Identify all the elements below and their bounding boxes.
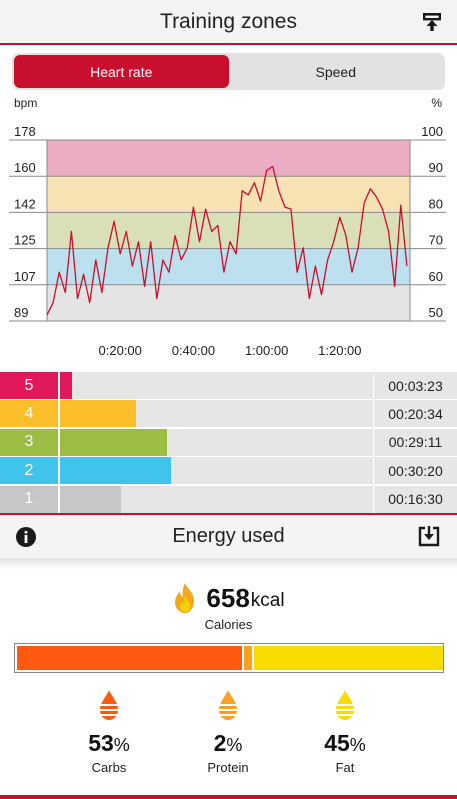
macro-bar-carbs — [17, 646, 242, 670]
fat-flame-icon — [336, 690, 354, 720]
zone-row-3: 3 00:29:11 — [0, 427, 457, 456]
macro-fat: 45% Fat — [295, 688, 395, 775]
page-title: Training zones — [160, 9, 297, 33]
y-axis-unit-left: bpm — [14, 96, 38, 110]
y-tick-label-right: 90 — [429, 160, 443, 175]
y-tick-label-right: 60 — [429, 269, 443, 284]
y-tick-label-left: 178 — [14, 124, 36, 139]
y-tick-label-right: 100 — [421, 124, 443, 139]
protein-value: 2 — [213, 730, 227, 756]
zone-bar-fill — [0, 457, 172, 485]
protein-unit: % — [226, 735, 243, 755]
zone-band-4 — [47, 176, 410, 213]
energy-title: Energy used — [172, 525, 285, 547]
upload-icon[interactable] — [421, 11, 443, 33]
calories-unit: kcal — [250, 590, 285, 611]
calories-value: 658 — [206, 582, 250, 613]
y-tick-label-right: 70 — [429, 233, 443, 248]
x-tick-label: 1:00:00 — [245, 343, 288, 358]
zone-bar-fill — [0, 400, 136, 428]
y-tick-label-right: 50 — [429, 305, 443, 320]
y-tick-label-left: 89 — [14, 305, 28, 320]
y-tick-label-left: 160 — [14, 160, 36, 175]
zone-time-list: 5 00:03:23 4 00:20:34 3 00:29:11 2 00:30:20 1 00:… — [0, 371, 457, 513]
fat-unit: % — [349, 735, 366, 755]
y-tick-label-right: 80 — [429, 196, 443, 211]
calories-summary: 658 kcal — [0, 580, 457, 616]
fat-label: Fat — [335, 760, 355, 775]
carbs-value: 53 — [88, 730, 114, 756]
zone-row-2: 2 00:30:20 — [0, 456, 457, 485]
training-zones-header: Training zones — [0, 0, 457, 45]
info-icon[interactable] — [15, 526, 37, 548]
zone-number: 3 — [0, 428, 60, 456]
y-tick-label-left: 107 — [14, 269, 36, 284]
heart-rate-chart: 178 160 142 125 107 89 100 90 80 70 60 50 0:20:00 0:4… — [9, 124, 446, 358]
save-icon[interactable] — [417, 524, 441, 548]
fat-value: 45 — [324, 730, 350, 756]
zone-bar-fill — [0, 485, 121, 513]
zone-duration: 00:03:23 — [373, 372, 457, 399]
zone-number: 4 — [0, 400, 60, 428]
zone-row-4: 4 00:20:34 — [0, 399, 457, 428]
tab-heart-rate[interactable]: Heart rate — [14, 55, 229, 88]
x-tick-label: 0:20:00 — [99, 343, 142, 358]
carbs-label: Carbs — [91, 760, 127, 775]
zone-duration: 00:29:11 — [373, 428, 457, 456]
zone-band-3 — [47, 212, 410, 249]
zone-band-1 — [47, 284, 410, 321]
energy-header: Energy used — [0, 513, 457, 558]
heart-rate-line — [46, 165, 408, 316]
bottom-accent-line — [0, 795, 457, 799]
carbs-flame-icon — [100, 690, 118, 720]
carbs-unit: % — [113, 735, 130, 755]
macro-distribution-bar — [14, 643, 444, 673]
metric-toggle: Heart rate Speed — [12, 53, 445, 90]
macro-carbs: 53% Carbs — [59, 688, 159, 775]
protein-label: Protein — [207, 760, 249, 775]
zone-band-2 — [47, 248, 410, 285]
y-tick-label-left: 142 — [14, 196, 36, 211]
flame-icon — [175, 583, 195, 613]
protein-flame-icon — [219, 690, 237, 720]
zone-bar-fill — [0, 428, 168, 456]
tab-speed[interactable]: Speed — [315, 63, 356, 80]
zone-number: 5 — [0, 372, 60, 399]
zone-row-1: 1 00:16:30 — [0, 484, 457, 513]
y-axis-unit-right: % — [431, 96, 442, 110]
y-tick-label-left: 125 — [14, 233, 36, 248]
x-tick-label: 1:20:00 — [318, 343, 361, 358]
zone-row-5: 5 00:03:23 — [0, 371, 457, 399]
macro-bar-fat — [253, 646, 443, 670]
zone-number: 2 — [0, 457, 60, 485]
calories-label: Calories — [204, 617, 253, 632]
macro-protein: 2% Protein — [178, 688, 278, 775]
x-tick-label: 0:40:00 — [172, 343, 215, 358]
zone-duration: 00:20:34 — [373, 400, 457, 428]
zone-band-5 — [47, 140, 410, 177]
zone-duration: 00:30:20 — [373, 457, 457, 485]
section-shadow — [0, 558, 457, 570]
zone-number: 1 — [0, 485, 60, 513]
zone-duration: 00:16:30 — [373, 485, 457, 513]
macro-bar-protein — [243, 646, 252, 670]
